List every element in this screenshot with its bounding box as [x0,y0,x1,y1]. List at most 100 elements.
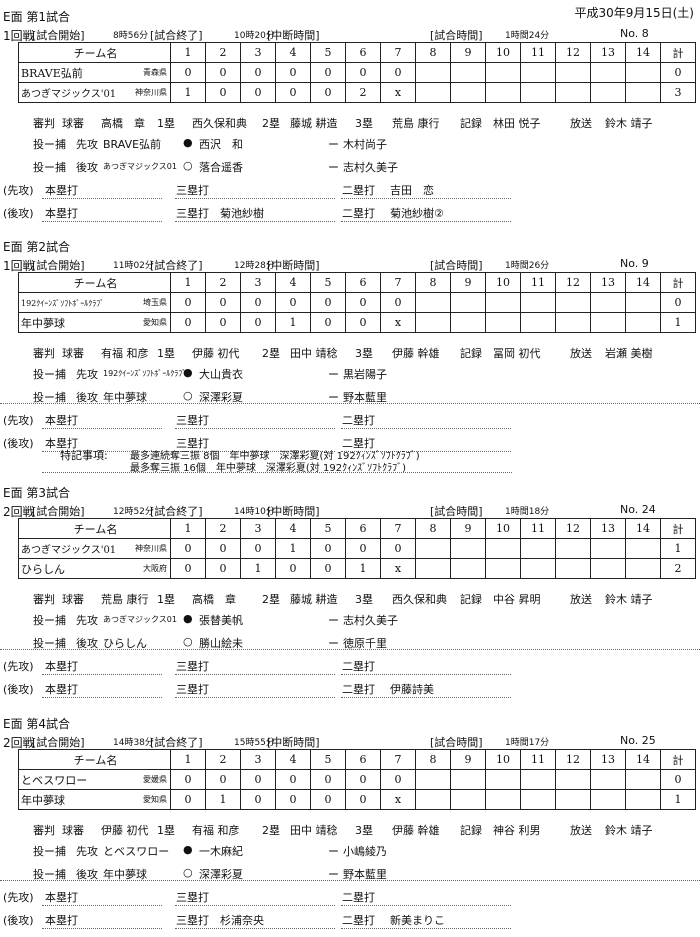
team-row: とベスワロー 愛媛県 0 0 0 0 0 0 0 0 [18,769,696,790]
battery-label: 投ー捕 [33,614,66,627]
inning-score: 1 [275,312,311,333]
inning-score [590,312,626,333]
inning-score: 0 [310,789,346,810]
duration-time: 1時間18分 [505,507,550,517]
plate-umpire: 有福 和彦 [101,347,149,360]
inning-score: 1 [240,558,276,579]
side-label: 後攻 [76,637,98,650]
umpire-label: 審判 [33,347,55,360]
inning-header: 4 [275,272,311,293]
inning-score [625,62,661,83]
double-players: 吉田 恋 [390,184,434,197]
pitcher-name: 張替美帆 [199,614,243,627]
divider [0,403,700,404]
game-title: E面 第2試合 [3,240,71,254]
triple-label: 三塁打 [176,184,209,197]
announcer: 鈴木 靖子 [605,593,653,606]
loser-mark-icon: ○ [183,866,193,879]
total-score: 1 [660,789,696,810]
inning-header: 3 [240,518,276,539]
inning-header: 5 [310,272,346,293]
broadcast-label: 放送 [570,593,592,606]
plate-umpire: 伊藤 初代 [101,824,149,837]
side-label: (先攻) [3,660,34,673]
team-name: 192ｸｲｰﾝｽﾞｿﾌﾄﾎﾞｰﾙｸﾗﾌﾞ [21,299,105,308]
inning-header: 11 [520,42,556,63]
suspend-label: [中断時間] [267,29,320,42]
inning-score [625,82,661,103]
triple-label: 三塁打 [176,660,209,673]
inning-score [555,292,591,313]
inning-score: 0 [275,292,311,313]
inning-header: 12 [555,518,591,539]
inning-score: 0 [310,538,346,559]
catcher-name: 野本藍里 [343,391,387,404]
plate-umpire: 荒島 康行 [101,593,149,606]
suspend-label: [中断時間] [267,505,320,518]
team-header: チーム名 [18,749,171,770]
announcer: 岩瀬 美樹 [605,347,653,360]
battery-team: あつぎマジックス01 [103,615,177,624]
game-title: E面 第4試合 [3,717,71,731]
battery-label: 投ー捕 [33,161,66,174]
loser-mark-icon: ○ [183,159,193,172]
first-umpire: 西久保和典 [192,117,247,130]
start-time: 14時38分 [113,738,154,748]
side-label: 先攻 [76,614,98,627]
inning-score [450,769,486,790]
end-label: [試合終了] [150,259,203,272]
side-label: 後攻 [76,868,98,881]
inning-header: 8 [415,42,451,63]
first-label: 1塁 [157,117,175,130]
inning-score: 0 [170,292,206,313]
inning-score: 0 [205,769,241,790]
inning-score [520,312,556,333]
inning-score [450,292,486,313]
hr-label: 本塁打 [45,207,78,220]
triple-label: 三塁打 [176,437,209,450]
battery-team: 192ｸｲｰﾝｽﾞｿﾌﾄﾎﾞｰﾙｸﾗﾌﾞ [103,369,187,378]
dotted-line [42,697,162,698]
double-players: 新美まりこ [390,914,445,927]
inning-header: 2 [205,518,241,539]
inning-score [590,62,626,83]
dotted-line [341,928,511,929]
inning-score: 0 [310,558,346,579]
inning-score [450,62,486,83]
inning-score [415,769,451,790]
inning-header: 11 [520,518,556,539]
inning-score: 0 [205,538,241,559]
inning-score [625,789,661,810]
total-score: 0 [660,769,696,790]
battery-label: 投ー捕 [33,138,66,151]
inning-header: 6 [345,518,381,539]
inning-score: 0 [275,558,311,579]
triple-label: 三塁打 [176,207,209,220]
dash: ー [328,868,339,881]
team-header: チーム名 [18,42,171,63]
team-prefecture: 愛媛県 [143,775,167,784]
winner-mark-icon: ● [183,136,193,149]
inning-score: 0 [205,62,241,83]
battery-label: 投ー捕 [33,368,66,381]
inning-score: 0 [275,62,311,83]
inning-header: 6 [345,42,381,63]
umpire-label: 審判 [33,824,55,837]
inning-score: 0 [345,312,381,333]
double-players: 菊池紗樹② [390,207,444,220]
inning-score: 0 [310,62,346,83]
record-label: 記録 [460,347,482,360]
catcher-name: 志村久美子 [343,161,398,174]
duration-label: [試合時間] [430,29,483,42]
dash: ー [328,138,339,151]
triple-label: 三塁打 [176,683,209,696]
inning-header: 10 [485,42,521,63]
pitcher-name: 大山貴衣 [199,368,243,381]
inning-score [485,312,521,333]
start-label: [試合開始] [32,259,85,272]
inning-score [485,558,521,579]
team-row: 年中夢球 愛知県 0 0 0 1 0 0 x 1 [18,312,696,333]
loser-mark-icon: ○ [183,635,193,648]
dotted-line [42,198,162,199]
notes-label: 特記事項: [60,449,108,462]
